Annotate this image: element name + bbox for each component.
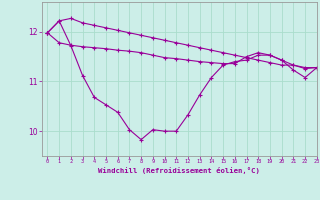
X-axis label: Windchill (Refroidissement éolien,°C): Windchill (Refroidissement éolien,°C) xyxy=(98,167,260,174)
